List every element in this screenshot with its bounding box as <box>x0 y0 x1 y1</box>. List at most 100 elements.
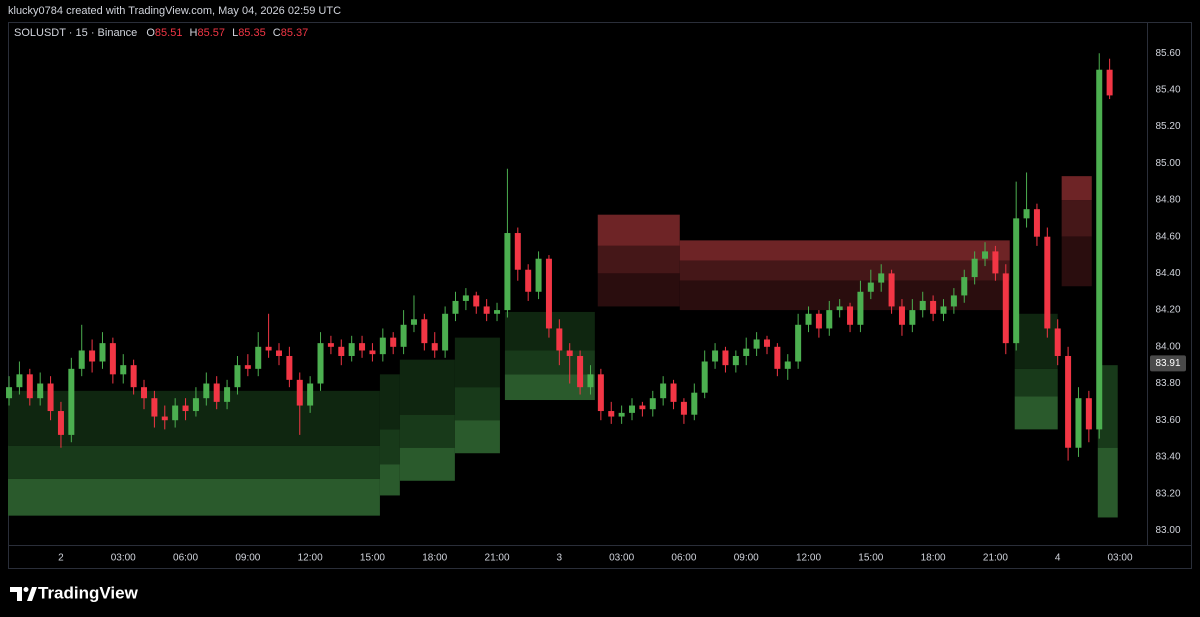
candle-body <box>1044 236 1051 329</box>
candle-body <box>120 365 127 375</box>
y-tick-label: 83.60 <box>1155 415 1180 426</box>
ohlc-key: C <box>273 27 281 39</box>
candle-body <box>722 350 729 366</box>
candle-body <box>494 310 501 314</box>
x-tick-label: 12:00 <box>298 553 323 564</box>
candle-body <box>26 374 33 399</box>
x-tick-label: 15:00 <box>360 553 385 564</box>
candle-body <box>130 365 137 388</box>
candle-body <box>255 346 262 369</box>
zone <box>679 260 1010 281</box>
candle-body <box>151 398 158 417</box>
zone <box>379 464 400 496</box>
zone <box>379 374 400 430</box>
candle-body <box>982 251 989 259</box>
x-tick-label: 2 <box>58 553 64 564</box>
y-tick-label: 83.80 <box>1155 378 1180 389</box>
y-tick-label: 84.60 <box>1155 231 1180 242</box>
candle-body <box>172 405 179 421</box>
candle-body <box>161 416 168 421</box>
candle-body <box>867 282 874 292</box>
candle-body <box>369 350 376 355</box>
candle-body <box>691 392 698 415</box>
chart-pane <box>8 22 1192 569</box>
candle-body <box>348 343 355 356</box>
y-tick-label: 84.80 <box>1155 195 1180 206</box>
zone <box>399 447 455 481</box>
candle-body <box>275 350 282 356</box>
candles <box>6 53 1113 461</box>
candle-body <box>815 313 822 329</box>
logo-slash <box>27 587 37 601</box>
brand-logo <box>10 587 37 601</box>
logo-dot <box>23 587 29 592</box>
y-tick-label: 84.40 <box>1155 268 1180 279</box>
candle-body <box>950 295 957 307</box>
y-tick-label: 85.00 <box>1155 158 1180 169</box>
x-tick-label: 15:00 <box>858 553 883 564</box>
candle-body <box>774 346 781 369</box>
candle-body <box>442 313 449 351</box>
candle-body <box>410 319 417 325</box>
candle-body <box>577 355 584 388</box>
ohlc-value: 85.57 <box>197 27 225 39</box>
candle-body <box>1002 273 1009 344</box>
zone <box>1014 396 1058 430</box>
candle-body <box>795 324 802 362</box>
candle-body <box>400 324 407 347</box>
candle-body <box>680 401 687 415</box>
candle-body <box>639 405 646 410</box>
zone <box>597 214 680 246</box>
candle-body <box>504 233 511 311</box>
zone <box>454 387 500 421</box>
symbol-legend: SOLUSDT · 15 · Binance O85.51 H85.57 L85… <box>14 27 308 39</box>
zone <box>454 337 500 388</box>
candle-body <box>1065 355 1072 448</box>
candle-body <box>462 295 469 301</box>
candle-body <box>213 383 220 402</box>
candle-body <box>587 374 594 388</box>
candle-body <box>1096 69 1103 430</box>
candle-body <box>514 233 521 270</box>
x-tick-label: 03:00 <box>111 553 136 564</box>
candle-body <box>244 365 251 369</box>
y-tick-label: 84.20 <box>1155 305 1180 316</box>
candle-body <box>338 346 345 356</box>
candle-body <box>99 343 106 362</box>
zones <box>8 176 1118 518</box>
candle-body <box>836 306 843 311</box>
candle-body <box>556 328 563 351</box>
candle-body <box>753 339 760 349</box>
candle-body <box>712 350 719 362</box>
ohlc-key: H <box>190 27 198 39</box>
candle-body <box>431 343 438 351</box>
candle-body <box>784 361 791 369</box>
candle-body <box>545 258 552 329</box>
zone <box>597 245 680 274</box>
candle-body <box>1054 328 1061 356</box>
candle-body <box>1085 398 1092 430</box>
candle-body <box>57 411 64 435</box>
logo-mark <box>10 587 22 601</box>
x-tick-label: 18:00 <box>921 553 946 564</box>
axes: 83.00 83.20 83.40 83.60 83.80 84.00 84.20 84.40… <box>58 48 1186 564</box>
candle-body <box>525 269 532 292</box>
candle-body <box>670 383 677 402</box>
y-tick-label: 85.40 <box>1155 85 1180 96</box>
candle-body <box>919 300 926 311</box>
x-tick-label: 18:00 <box>422 553 447 564</box>
x-tick-label: 4 <box>1055 553 1061 564</box>
candle-body <box>826 310 833 329</box>
candle-body <box>898 306 905 325</box>
zone <box>1061 236 1092 287</box>
price-marker-label: 83.91 <box>1155 358 1180 369</box>
y-tick-label: 83.40 <box>1155 452 1180 463</box>
candle-body <box>743 348 750 356</box>
candle-body <box>535 258 542 292</box>
candle-body <box>192 398 199 412</box>
candle-body <box>473 295 480 307</box>
zone <box>1014 313 1058 369</box>
zone <box>8 445 380 479</box>
y-tick-label: 84.00 <box>1155 341 1180 352</box>
